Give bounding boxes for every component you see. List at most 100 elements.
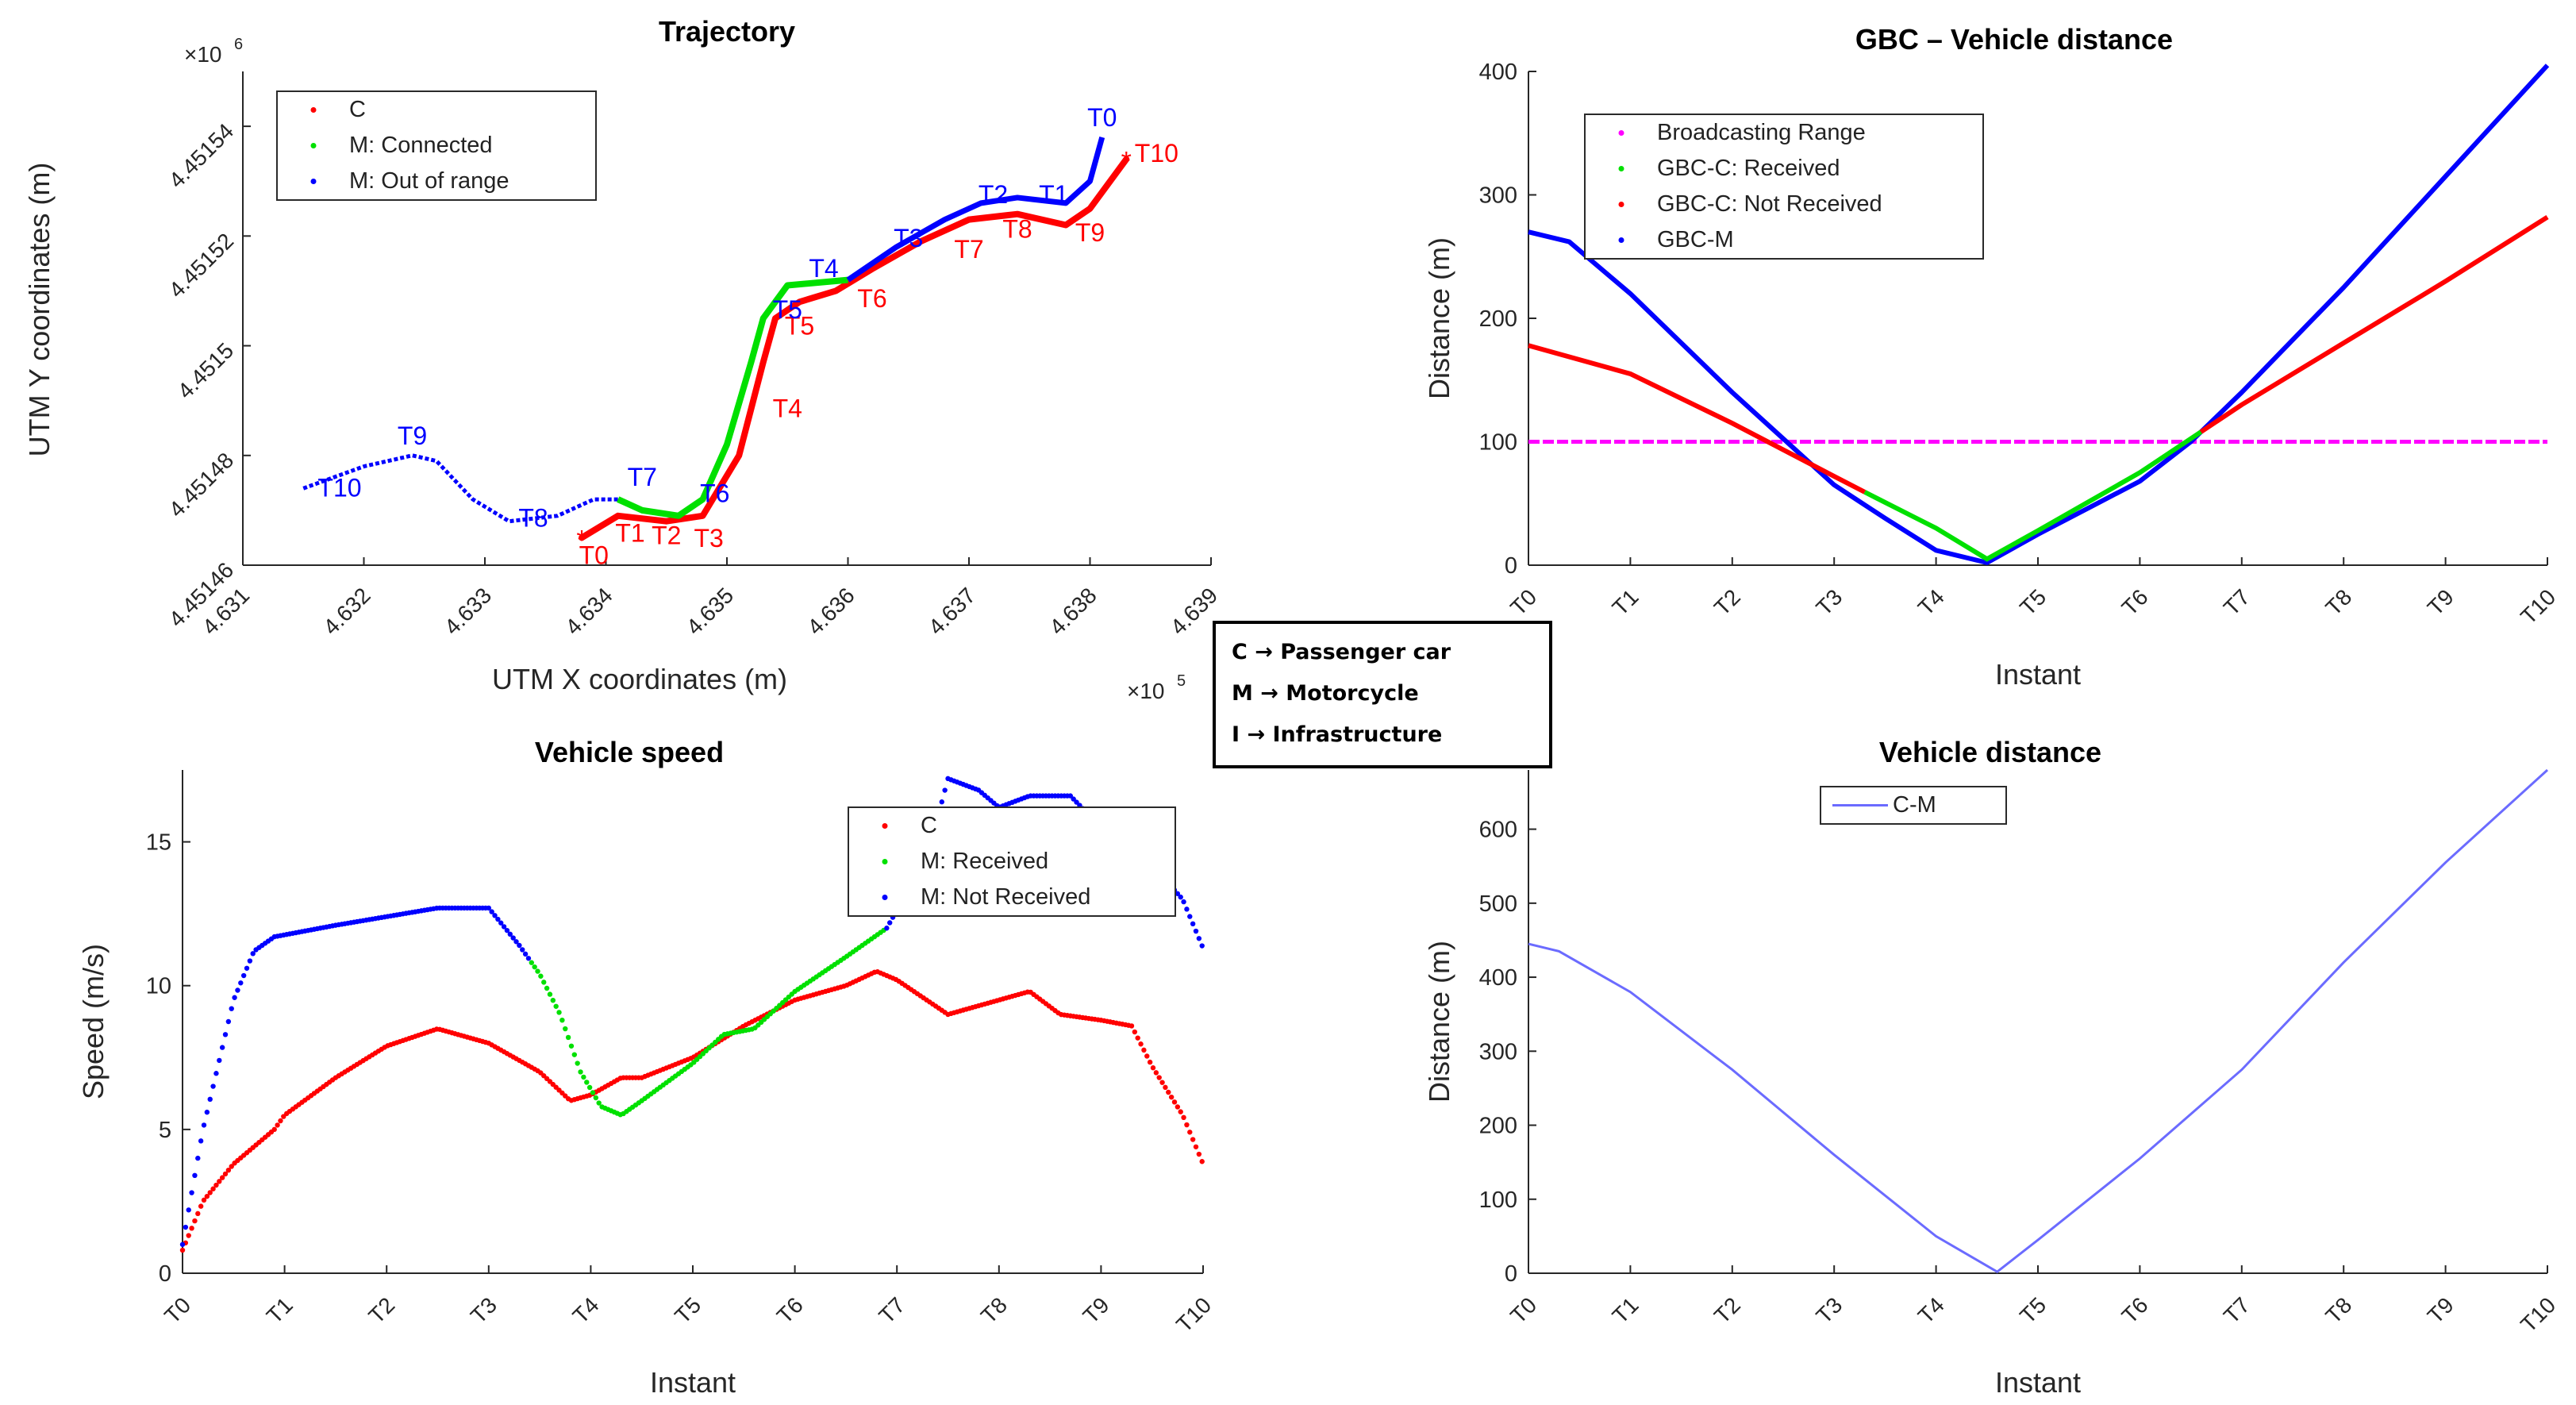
vehicle-distance-y-tick-label: 100 — [1479, 1188, 1517, 1213]
legend-swatch — [1618, 166, 1624, 171]
vehicle-distance-x-tick-label: T6 — [2117, 1292, 2153, 1328]
trajectory-x-tick-label: 4.635 — [682, 583, 738, 639]
vehicle-speed-point-c — [201, 1197, 207, 1203]
trajectory-car-marker: * — [1121, 147, 1132, 177]
vehicle-speed-point-c — [1153, 1070, 1159, 1076]
vehicle-speed-point-m — [581, 1074, 586, 1080]
gbc-distance-x-tick-label: T10 — [2516, 584, 2560, 629]
vehicle-speed-point-m — [201, 1122, 207, 1128]
vehicle-distance-y-tick-label: 0 — [1505, 1261, 1517, 1287]
vehicle-distance-y-tick-label: 500 — [1479, 891, 1517, 917]
legend-marker — [278, 92, 349, 128]
legend-entry: GBC-M — [1586, 222, 1982, 258]
gbc-distance-x-tick-label: T9 — [2423, 584, 2459, 620]
legend-marker — [278, 164, 349, 199]
gbc-distance-x-tick-label: T3 — [1811, 584, 1847, 620]
legend-marker — [849, 808, 921, 844]
vehicle-speed-point-c — [1163, 1084, 1168, 1091]
vehicle-speed-point-m — [1199, 943, 1205, 949]
vehicle-speed-point-c — [1175, 1104, 1181, 1110]
vehicle-speed-point-m — [1067, 793, 1074, 799]
vehicle-speed-point-c — [1181, 1114, 1186, 1121]
vehicle-speed-point-m — [884, 926, 890, 931]
vehicle-speed-point-m — [183, 1224, 189, 1230]
vehicle-speed-point-c — [1144, 1053, 1150, 1059]
vehicle-speed-point-m — [593, 1095, 599, 1101]
vehicle-distance-y-tick-label: 400 — [1479, 965, 1517, 991]
legend-entry: C — [278, 92, 595, 128]
vehicle-speed-point-c — [1128, 1023, 1135, 1029]
legend-swatch — [1618, 130, 1624, 136]
vehicle-speed-point-m — [1187, 914, 1193, 919]
trajectory-moto-time-label: T0 — [1087, 103, 1117, 132]
trajectory-car-time-label: T0 — [579, 541, 609, 570]
gbc-distance-series-gbc-c-not-received — [2199, 214, 2549, 434]
vehicle-speed-point-m — [886, 920, 893, 926]
vehicle-speed-point-m — [179, 1241, 186, 1247]
vehicle-speed-point-c — [179, 1247, 186, 1253]
vehicle-speed-y-tick-label: 5 — [159, 1118, 171, 1143]
vehicle-speed-point-c — [1193, 1144, 1199, 1149]
vehicle-speed-point-c — [186, 1233, 191, 1238]
vehicle-speed-point-m — [486, 905, 491, 911]
trajectory-car-time-label: T6 — [857, 284, 886, 313]
vehicle-speed-point-c — [1199, 1159, 1205, 1164]
legend-label: GBC-C: Not Received — [1657, 191, 1882, 217]
gbc-distance-x-tick-label: T6 — [2117, 584, 2153, 620]
gbc-distance-series-gbc-c-not-received — [1528, 343, 1867, 495]
vehicle-speed-point-m — [501, 924, 507, 930]
vehicle-distance-y-label: Distance (m) — [1423, 941, 1455, 1103]
vehicle-speed-point-m — [550, 997, 556, 1003]
vehicle-speed-x-tick-label: T10 — [1171, 1292, 1216, 1337]
trajectory-car-marker: * — [576, 525, 586, 555]
trajectory-car-time-label: T7 — [954, 235, 983, 264]
legend-entry: M: Not Received — [849, 880, 1175, 915]
vehicle-speed-point-m — [217, 1057, 222, 1064]
trajectory-car-time-label: T9 — [1075, 218, 1105, 247]
vehicle-speed-point-c — [225, 1167, 232, 1173]
vehicle-distance-x-tick-label: T8 — [2320, 1292, 2356, 1328]
vehicle-speed-point-c — [1141, 1047, 1147, 1053]
legend-label: M: Out of range — [349, 168, 509, 194]
trajectory-car-time-label: T2 — [652, 522, 681, 550]
legend-swatch — [310, 179, 317, 184]
vehicle-speed-point-c — [278, 1118, 283, 1124]
trajectory-car-path — [579, 156, 1130, 541]
legend-entry: Broadcasting Range — [1586, 115, 1982, 151]
vehicle-speed-point-m — [192, 1172, 198, 1179]
trajectory-x-tick-label: 4.634 — [560, 583, 617, 639]
vehicle-speed-point-c — [198, 1203, 204, 1209]
legend-marker — [1586, 222, 1657, 258]
vehicle-speed-point-c — [192, 1218, 198, 1224]
trajectory-moto-path-out-of-range — [846, 137, 1105, 283]
vehicle-distance-x-tick-label: T5 — [2015, 1292, 2051, 1328]
vehicle-speed-point-c — [1135, 1035, 1140, 1041]
vehicle-distance-y-tick-label: 300 — [1479, 1039, 1517, 1064]
vehicle-speed-point-m — [240, 972, 247, 979]
legend-swatch — [1618, 237, 1624, 243]
vehicle-speed-point-c — [1187, 1130, 1193, 1135]
trajectory-moto-time-label: T9 — [398, 422, 427, 450]
gbc-distance-legend: Broadcasting Range GBC-C: Received GBC-C: … — [1584, 114, 1984, 260]
vehicle-speed-point-m — [513, 939, 519, 945]
vehicle-speed-point-m — [565, 1034, 571, 1041]
vehicle-speed-point-m — [1071, 796, 1076, 802]
vehicle-speed-point-m — [538, 973, 544, 979]
vehicle-speed-point-m — [563, 1026, 568, 1032]
vehicle-speed-point-c — [213, 1182, 219, 1188]
vehicle-distance-x-tick-label: T0 — [1505, 1292, 1541, 1328]
vehicle-distance-x-tick-label: T9 — [2423, 1292, 2459, 1328]
vehicle-speed-point-m — [498, 920, 504, 926]
vehicle-speed-point-c — [1159, 1080, 1165, 1085]
legend-marker — [278, 128, 349, 164]
vehicle-speed-point-m — [535, 968, 540, 974]
vehicle-speed-point-m — [553, 1003, 559, 1009]
legend-marker — [1586, 187, 1657, 222]
vehicle-speed-x-tick-label: T7 — [874, 1292, 909, 1328]
vehicle-speed-point-c — [1168, 1094, 1175, 1100]
vehicle-speed-point-c — [219, 1175, 225, 1180]
trajectory-car-time-label: T10 — [1135, 139, 1178, 167]
gbc-distance-series-gbc-m — [1528, 64, 2550, 565]
abbreviation-motorcycle: M → Motorcycle — [1232, 681, 1419, 706]
vehicle-speed-point-m — [238, 980, 244, 986]
